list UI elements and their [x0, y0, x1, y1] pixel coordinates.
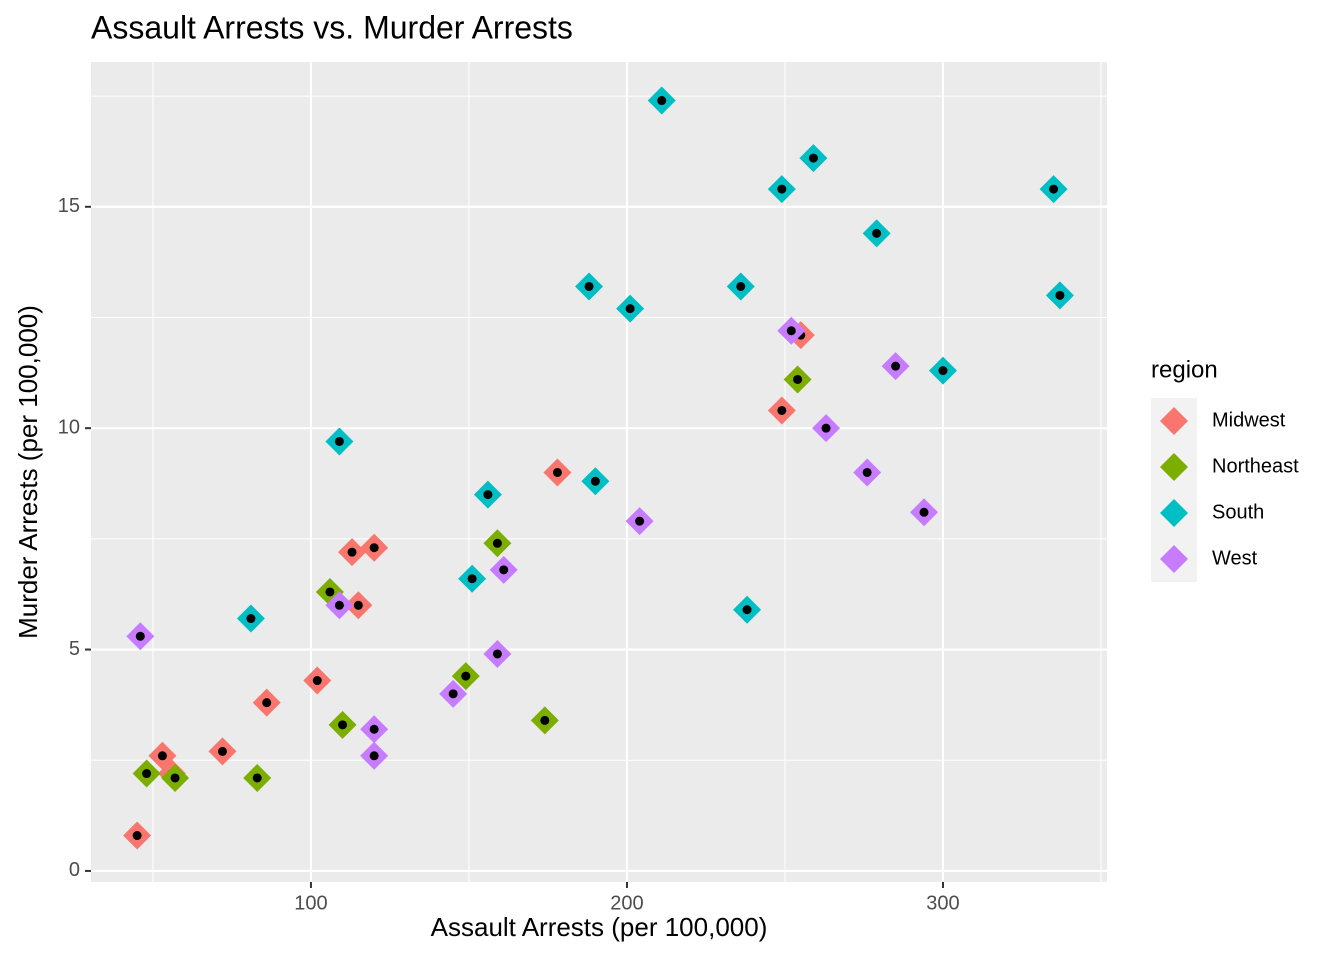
- point-dot: [793, 374, 803, 384]
- point-dot: [312, 676, 322, 686]
- point-dot: [872, 228, 882, 238]
- point-dot: [777, 405, 787, 415]
- point-dot: [635, 516, 645, 526]
- point-dot: [135, 631, 145, 641]
- point-dot: [246, 614, 256, 624]
- point-dot: [369, 724, 379, 734]
- point-dot: [334, 436, 344, 446]
- legend-label: South: [1212, 501, 1264, 523]
- point-dot: [742, 605, 752, 615]
- point-dot: [552, 467, 562, 477]
- point-dot: [448, 689, 458, 699]
- legend-label: West: [1212, 547, 1258, 569]
- legend-symbol: [1160, 453, 1188, 481]
- legend-symbol: [1160, 407, 1188, 435]
- point-dot: [862, 467, 872, 477]
- x-tick-label: 100: [294, 892, 327, 914]
- point-dot: [483, 490, 493, 500]
- legend-symbol: [1160, 499, 1188, 527]
- y-axis-label: Murder Arrests (per 100,000): [13, 305, 43, 639]
- point-dot: [777, 184, 787, 194]
- point-dot: [157, 751, 167, 761]
- point-dot: [1055, 290, 1065, 300]
- point-dot: [262, 698, 272, 708]
- y-tick-label: 5: [69, 638, 80, 660]
- point-dot: [369, 751, 379, 761]
- x-tick-label: 300: [926, 892, 959, 914]
- point-dot: [625, 304, 635, 314]
- y-tick-label: 10: [58, 416, 80, 438]
- point-dot: [786, 326, 796, 336]
- x-axis-label: Assault Arrests (per 100,000): [431, 912, 768, 942]
- y-tick-label: 0: [69, 859, 80, 881]
- point-dot: [821, 423, 831, 433]
- point-dot: [590, 476, 600, 486]
- legend-title: region: [1151, 356, 1218, 383]
- point-dot: [1049, 184, 1059, 194]
- point-dot: [353, 600, 363, 610]
- point-dot: [499, 565, 509, 575]
- point-dot: [369, 543, 379, 553]
- x-tick-label: 200: [610, 892, 643, 914]
- chart-title: Assault Arrests vs. Murder Arrests: [91, 9, 573, 45]
- point-dot: [919, 507, 929, 517]
- point-dot: [467, 574, 477, 584]
- legend-symbol: [1160, 545, 1188, 573]
- legend-label: Midwest: [1212, 409, 1286, 431]
- point-dot: [132, 831, 142, 841]
- legend-label: Northeast: [1212, 455, 1299, 477]
- point-dot: [540, 715, 550, 725]
- point-dot: [584, 281, 594, 291]
- point-dot: [334, 600, 344, 610]
- point-dot: [142, 769, 152, 779]
- point-dot: [217, 746, 227, 756]
- point-dot: [347, 547, 357, 557]
- point-dot: [657, 96, 667, 106]
- point-dot: [325, 587, 335, 597]
- point-dot: [170, 773, 180, 783]
- point-dot: [808, 153, 818, 163]
- point-dot: [736, 281, 746, 291]
- point-dot: [461, 671, 471, 681]
- point-dot: [938, 366, 948, 376]
- y-tick-label: 15: [58, 195, 80, 217]
- point-dot: [891, 361, 901, 371]
- point-dot: [492, 538, 502, 548]
- point-dot: [338, 720, 348, 730]
- point-dot: [492, 649, 502, 659]
- point-dot: [252, 773, 262, 783]
